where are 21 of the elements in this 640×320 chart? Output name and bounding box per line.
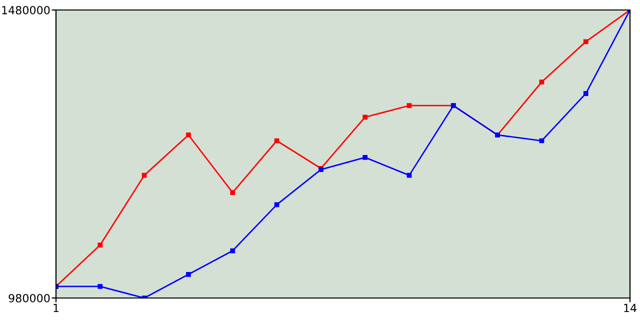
point xyxy=(186,132,191,138)
point xyxy=(274,202,280,208)
point xyxy=(406,103,412,108)
y-tick-label: 980000 xyxy=(8,294,50,302)
point xyxy=(583,91,588,96)
point xyxy=(98,284,103,289)
point xyxy=(539,80,544,84)
point xyxy=(274,138,280,144)
point xyxy=(98,242,103,248)
point xyxy=(406,172,412,178)
x-tick-label: 1 xyxy=(54,304,59,312)
point xyxy=(230,248,236,254)
point xyxy=(230,190,236,196)
x-tick-label: 14 xyxy=(624,304,636,312)
point xyxy=(539,138,544,144)
point xyxy=(186,272,191,277)
point xyxy=(583,39,588,44)
point xyxy=(362,155,368,160)
point xyxy=(142,172,147,178)
y-tick-label: 1480000 xyxy=(2,6,50,14)
point xyxy=(362,114,368,120)
